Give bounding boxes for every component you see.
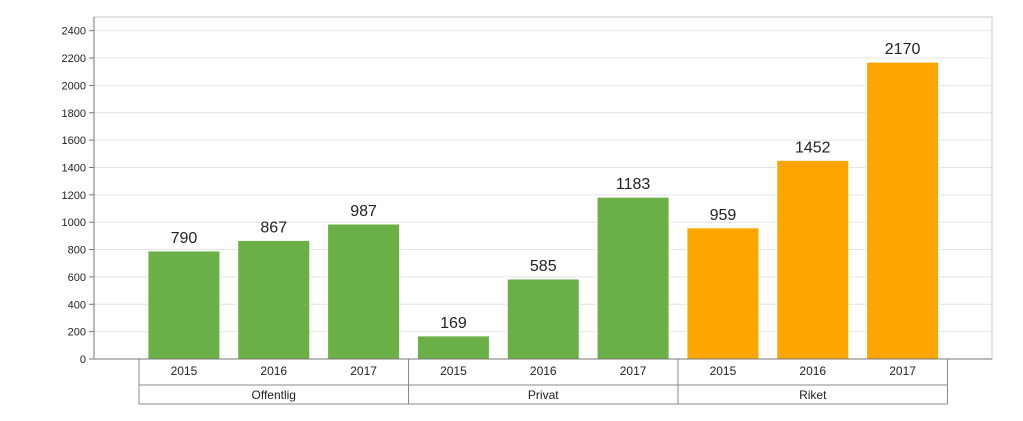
x-tick-label: 2017	[620, 364, 647, 378]
bar	[596, 196, 670, 360]
x-tick-label: 2017	[350, 364, 377, 378]
y-tick-label: 600	[68, 272, 86, 284]
x-tick-label: 2015	[710, 364, 737, 378]
data-label: 585	[530, 258, 557, 275]
data-label: 1452	[795, 139, 831, 156]
data-label: 1183	[616, 176, 651, 193]
bar	[866, 61, 940, 360]
y-tick-label: 0	[80, 354, 86, 366]
x-tick-label: 2015	[440, 364, 467, 378]
y-tick-label: 2000	[62, 80, 86, 92]
y-tick-label: 1600	[62, 135, 86, 147]
y-tick-label: 1800	[62, 108, 86, 120]
bar	[147, 250, 221, 360]
x-tick-label: 2016	[530, 364, 557, 378]
data-label: 169	[440, 315, 467, 332]
bar	[686, 227, 760, 360]
x-tick-label: 2015	[171, 364, 198, 378]
group-label: Privat	[528, 388, 559, 402]
x-tick-label: 2016	[799, 364, 826, 378]
y-tick-label: 800	[68, 245, 86, 257]
y-tick-label: 400	[68, 299, 86, 311]
y-tick-label: 1400	[62, 162, 86, 174]
y-tick-label: 2200	[62, 53, 86, 65]
x-tick-label: 2017	[889, 364, 916, 378]
x-tick-label: 2016	[260, 364, 287, 378]
data-label: 959	[710, 207, 737, 224]
bar	[416, 335, 490, 360]
group-label: Riket	[799, 388, 827, 402]
data-label: 790	[171, 230, 198, 247]
y-tick-label: 1200	[62, 190, 86, 202]
y-tick-label: 1000	[62, 217, 86, 229]
data-label: 867	[260, 219, 287, 236]
y-tick-label: 200	[68, 327, 86, 339]
bar	[776, 159, 850, 360]
data-label: 987	[350, 203, 377, 220]
bar	[506, 278, 580, 360]
y-tick-label: 2400	[62, 26, 86, 38]
bar	[327, 223, 401, 360]
bar	[237, 239, 311, 360]
group-label: Offentlig	[252, 388, 296, 402]
data-label: 2170	[885, 41, 921, 58]
